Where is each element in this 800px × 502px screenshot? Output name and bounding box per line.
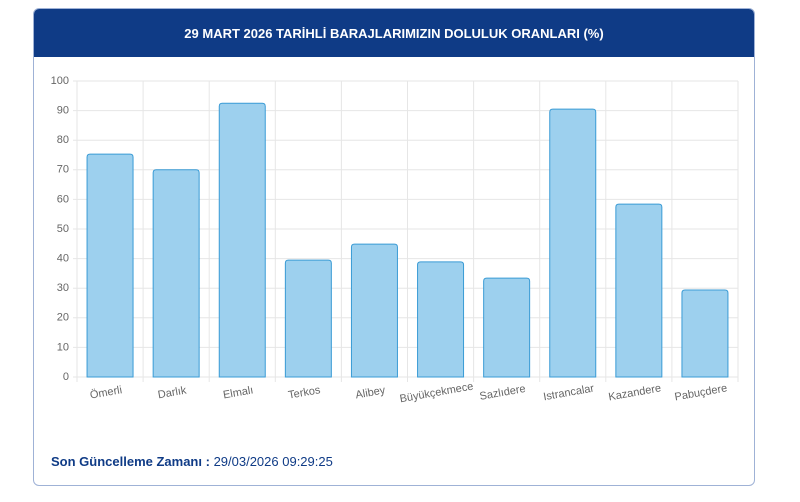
bar (218, 102, 266, 378)
bar (417, 261, 465, 378)
y-tick-label: 0 (63, 371, 69, 383)
y-tick-label: 50 (57, 223, 69, 235)
x-tick-label: Darlık (157, 384, 188, 401)
bar (681, 289, 729, 378)
bar (152, 169, 200, 378)
y-tick-label: 40 (57, 253, 69, 265)
bar (350, 243, 398, 378)
footer-value: 29/03/2026 09:29:25 (213, 454, 333, 469)
bar (284, 259, 332, 378)
footer-label: Son Güncelleme Zamanı : (51, 454, 210, 469)
y-tick-label: 100 (51, 75, 69, 87)
x-tick-label: Ömerli (89, 384, 123, 401)
x-tick-label: Alibey (355, 384, 387, 401)
bar (483, 277, 531, 378)
footer: Son Güncelleme Zamanı : 29/03/2026 09:29… (51, 454, 333, 469)
y-tick-label: 20 (57, 312, 69, 324)
chart-title: 29 MART 2026 TARİHLİ BARAJLARIMIZIN DOLU… (34, 9, 754, 57)
bar (615, 203, 663, 378)
y-tick-label: 10 (57, 341, 69, 353)
y-tick-label: 70 (57, 164, 69, 176)
y-tick-label: 30 (57, 282, 69, 294)
y-tick-label: 80 (57, 134, 69, 146)
x-tick-label: Elmalı (222, 384, 254, 401)
bar (86, 153, 134, 378)
bar (549, 108, 597, 378)
y-tick-label: 90 (57, 105, 69, 117)
card: 29 MART 2026 TARİHLİ BARAJLARIMIZIN DOLU… (33, 8, 755, 486)
y-tick-label: 60 (57, 193, 69, 205)
x-tick-label: Terkos (287, 384, 321, 402)
